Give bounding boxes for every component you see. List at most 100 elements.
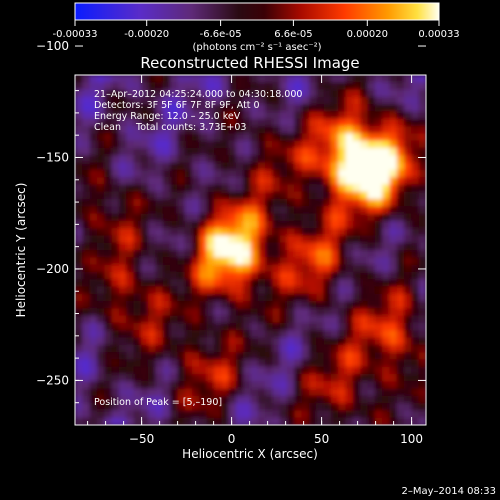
heatmap-cell	[396, 337, 405, 346]
heatmap-cell	[330, 140, 339, 149]
heatmap-cell	[192, 403, 200, 412]
heatmap-cell	[162, 198, 171, 207]
heatmap-cell	[111, 206, 120, 215]
heatmap-cell	[294, 126, 303, 134]
heatmap-cell	[221, 410, 230, 419]
heatmap-cell	[243, 242, 252, 251]
heatmap-cell	[257, 264, 266, 273]
heatmap-cell	[382, 352, 391, 360]
heatmap-cell	[140, 104, 149, 113]
heatmap-cell	[301, 373, 310, 382]
heatmap-cell	[309, 118, 317, 127]
heatmap-cell	[316, 191, 325, 200]
heatmap-cell	[382, 315, 391, 324]
heatmap-cell	[177, 410, 186, 419]
heatmap-cell	[294, 366, 303, 375]
heatmap-cell	[177, 133, 186, 142]
heatmap-cell	[192, 111, 200, 120]
heatmap-cell	[250, 177, 259, 185]
heatmap-cell	[367, 381, 376, 390]
heatmap-cell	[170, 366, 178, 375]
heatmap-cell	[213, 381, 222, 390]
heatmap-cell	[162, 330, 171, 339]
heatmap-cell	[243, 330, 252, 339]
heatmap-cell	[404, 286, 412, 295]
heatmap-cell	[148, 286, 157, 295]
heatmap-cell	[323, 315, 332, 324]
heatmap-cell	[75, 177, 83, 185]
heatmap-cell	[192, 133, 200, 142]
heatmap-cell	[396, 169, 405, 178]
heatmap-cell	[396, 191, 405, 200]
heatmap-cell	[294, 410, 303, 419]
heatmap-cell	[184, 359, 193, 368]
heatmap-cell	[96, 155, 105, 164]
heatmap-cell	[155, 147, 164, 156]
heatmap-cell	[265, 286, 274, 295]
heatmap-cell	[396, 206, 405, 215]
heatmap-cell	[162, 395, 171, 404]
heatmap-cell	[404, 250, 412, 258]
heatmap-cell	[148, 169, 157, 178]
heatmap-cell	[360, 286, 369, 295]
heatmap-cell	[126, 111, 135, 120]
heatmap-cell	[279, 250, 288, 258]
heatmap-cell	[235, 191, 244, 200]
heatmap-cell	[213, 271, 222, 280]
heatmap-cell	[294, 330, 303, 339]
heatmap-cell	[265, 126, 274, 134]
heatmap-cell	[235, 118, 244, 127]
heatmap-cell	[104, 140, 113, 149]
heatmap-cell	[126, 352, 135, 360]
heatmap-cell	[235, 177, 244, 185]
heatmap-cell	[155, 293, 164, 302]
heatmap-cell	[199, 344, 208, 353]
heatmap-cell	[287, 366, 295, 375]
heatmap-cell	[265, 133, 274, 142]
heatmap-cell	[316, 89, 325, 98]
heatmap-cell	[213, 242, 222, 251]
heatmap-cell	[418, 330, 426, 339]
heatmap-cell	[104, 126, 113, 134]
heatmap-cell	[374, 184, 383, 193]
heatmap-cell	[118, 169, 127, 178]
heatmap-cell	[148, 250, 157, 258]
heatmap-cell	[126, 286, 135, 295]
heatmap-cell	[243, 417, 252, 425]
heatmap-cell	[75, 228, 83, 237]
heatmap-cell	[330, 133, 339, 142]
heatmap-cell	[338, 403, 347, 412]
heatmap-cell	[360, 111, 369, 120]
heatmap-cell	[279, 235, 288, 244]
heatmap-cell	[374, 417, 383, 425]
heatmap-cell	[89, 279, 98, 288]
heatmap-cell	[89, 206, 98, 215]
heatmap-cell	[323, 235, 332, 244]
heatmap-cell	[126, 381, 135, 390]
heatmap-cell	[382, 235, 391, 244]
heatmap-cell	[235, 206, 244, 215]
heatmap-cell	[89, 75, 98, 83]
heatmap-cell	[287, 104, 295, 113]
heatmap-cell	[82, 213, 91, 222]
heatmap-cell	[396, 279, 405, 288]
heatmap-cell	[396, 359, 405, 368]
heatmap-cell	[96, 118, 105, 127]
heatmap-cell	[96, 410, 105, 419]
heatmap-cell	[279, 257, 288, 266]
heatmap-cell	[374, 198, 383, 207]
heatmap-cell	[382, 337, 391, 346]
heatmap-cell	[389, 111, 398, 120]
heatmap-cell	[111, 366, 120, 375]
heatmap-cell	[140, 198, 149, 207]
heatmap-cell	[389, 373, 398, 382]
heatmap-cell	[111, 337, 120, 346]
heatmap-cell	[301, 220, 310, 229]
heatmap-cell	[265, 388, 274, 397]
heatmap-cell	[82, 417, 91, 425]
heatmap-cell	[75, 111, 83, 120]
heatmap-cell	[228, 330, 237, 339]
heatmap-cell	[155, 315, 164, 324]
heatmap-cell	[374, 206, 383, 215]
x-tick-label: 100	[400, 432, 423, 446]
